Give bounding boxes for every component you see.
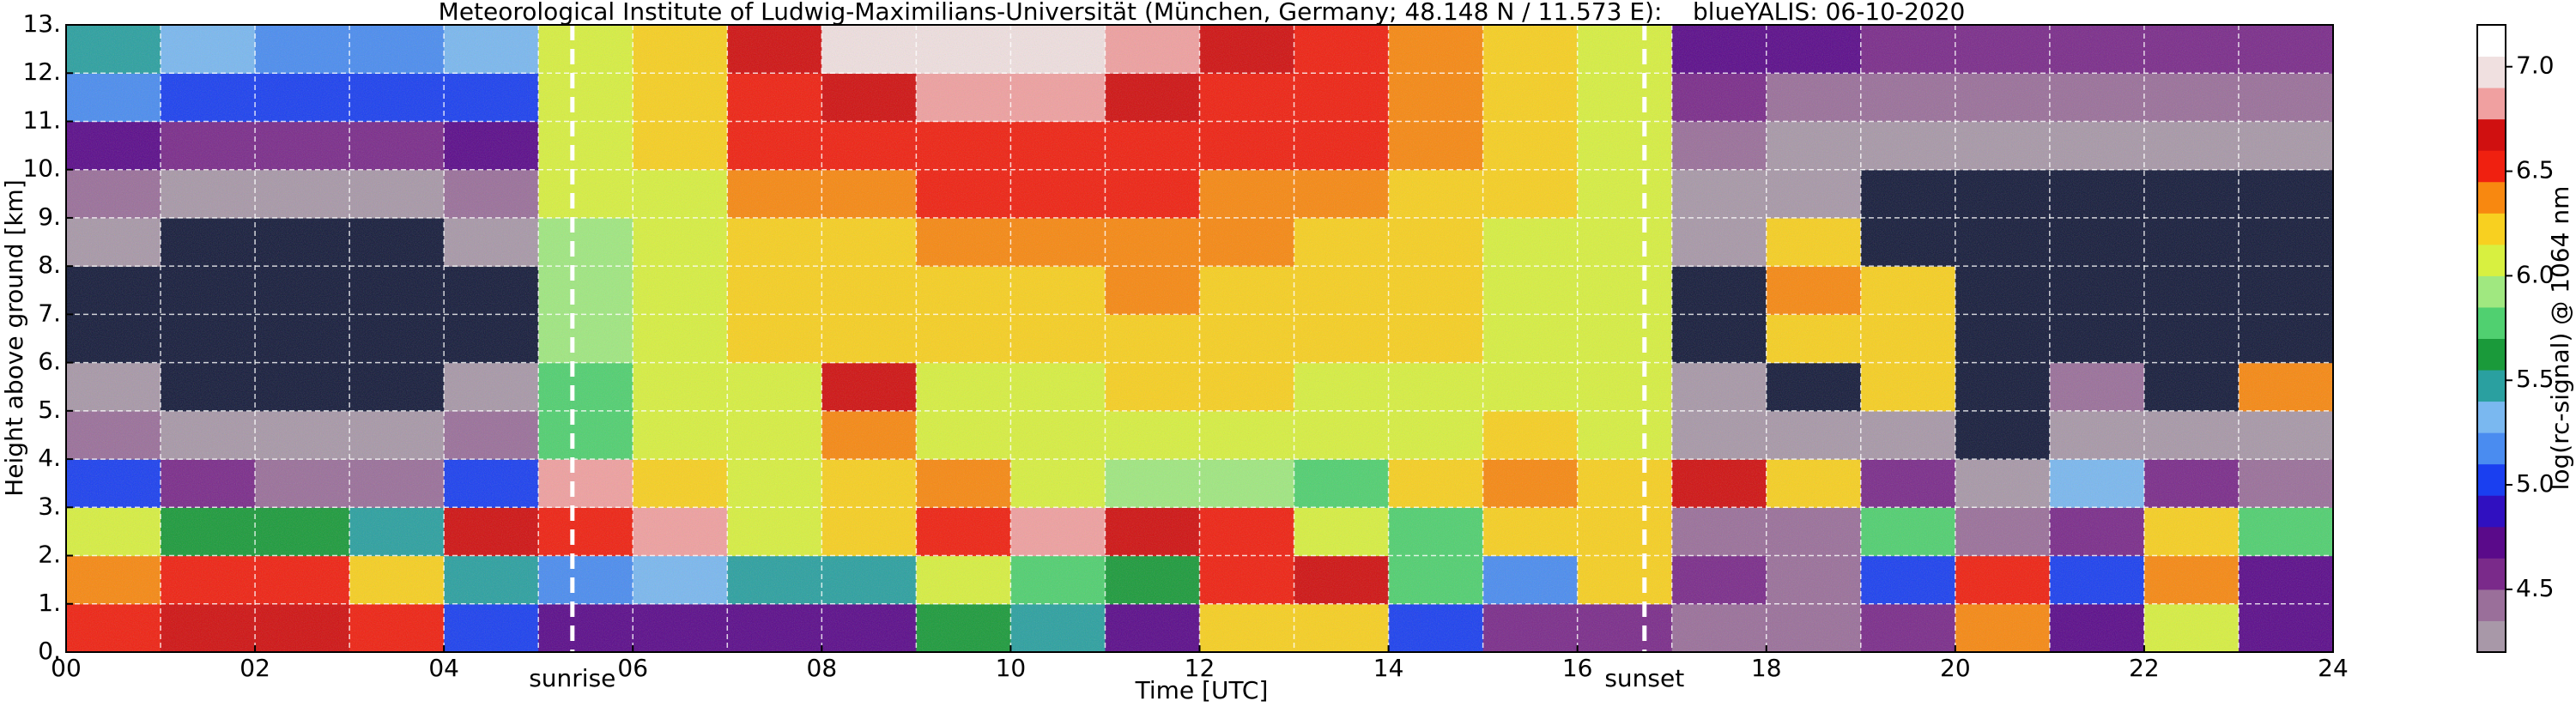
colorbar-swatch: [2477, 589, 2506, 621]
colorbar-tick-label: 7.0: [2516, 51, 2555, 80]
x-tick-label: 14: [1373, 654, 1404, 682]
colorbar-swatch: [2477, 495, 2506, 528]
y-tick-label: 1.: [38, 589, 61, 617]
event-label: sunset: [1604, 664, 1684, 692]
colorbar-swatch: [2477, 463, 2506, 496]
colorbar-swatch: [2477, 338, 2506, 371]
plot-frame: [65, 24, 2334, 653]
colorbar-tick-label: 6.5: [2516, 156, 2555, 184]
chart-title: Meteorological Institute of Ludwig-Maxim…: [439, 0, 1966, 26]
colorbar-swatch: [2477, 526, 2506, 559]
colorbar-swatch: [2477, 88, 2506, 120]
colorbar-frame: [2476, 24, 2506, 653]
event-label: sunrise: [529, 664, 615, 692]
colorbar-swatch: [2477, 306, 2506, 339]
colorbar-swatch: [2477, 118, 2506, 151]
x-tick-label: 24: [2318, 654, 2349, 682]
colorbar-swatch: [2477, 213, 2506, 245]
x-tick-label: 00: [51, 654, 82, 682]
colorbar-swatch: [2477, 56, 2506, 88]
x-tick-label: 22: [2129, 654, 2160, 682]
x-tick-label: 02: [239, 654, 270, 682]
overlay: [65, 24, 2334, 653]
x-tick-label: 18: [1751, 654, 1782, 682]
y-tick-label: 8.: [38, 251, 61, 279]
colorbar-tick-label: 6.0: [2516, 260, 2555, 288]
colorbar-swatch: [2477, 432, 2506, 465]
y-tick-label: 4.: [38, 444, 61, 472]
x-tick-label: 06: [617, 654, 648, 682]
x-tick-label: 16: [1562, 654, 1593, 682]
colorbar-swatch: [2477, 558, 2506, 590]
y-tick-label: 7.: [38, 299, 61, 327]
colorbar-tick-label: 5.0: [2516, 469, 2555, 498]
x-tick-label: 08: [807, 654, 838, 682]
colorbar-swatch: [2477, 620, 2506, 653]
x-tick-label: 10: [996, 654, 1027, 682]
y-tick-label: 13.: [22, 9, 61, 38]
colorbar-swatch: [2477, 244, 2506, 276]
x-tick-label: 20: [1940, 654, 1971, 682]
colorbar-title: log(rc-signal) @ 1064 nm: [2546, 186, 2574, 491]
y-tick-label: 10.: [22, 154, 61, 183]
colorbar-swatch: [2477, 275, 2506, 308]
x-tick-label: 04: [428, 654, 459, 682]
y-axis-title: Height above ground [km]: [0, 179, 28, 497]
colorbar-swatch: [2477, 25, 2506, 57]
y-tick-label: 2.: [38, 541, 61, 569]
x-axis-title: Time [UTC]: [1135, 676, 1269, 704]
y-tick-label: 3.: [38, 492, 61, 520]
y-tick-label: 6.: [38, 347, 61, 376]
colorbar-swatch: [2477, 150, 2506, 183]
colorbar-swatch: [2477, 401, 2506, 433]
colorbar-swatch: [2477, 181, 2506, 214]
y-tick-label: 11.: [22, 106, 61, 134]
colorbar-tick-label: 5.5: [2516, 365, 2555, 393]
colorbar-swatch: [2477, 370, 2506, 402]
y-tick-label: 12.: [22, 57, 61, 86]
y-tick-label: 5.: [38, 396, 61, 424]
y-tick-label: 9.: [38, 202, 61, 231]
colorbar-tick-label: 4.5: [2516, 574, 2555, 602]
y-tick-label: 0.: [38, 637, 61, 665]
x-tick-label: 12: [1185, 654, 1215, 682]
